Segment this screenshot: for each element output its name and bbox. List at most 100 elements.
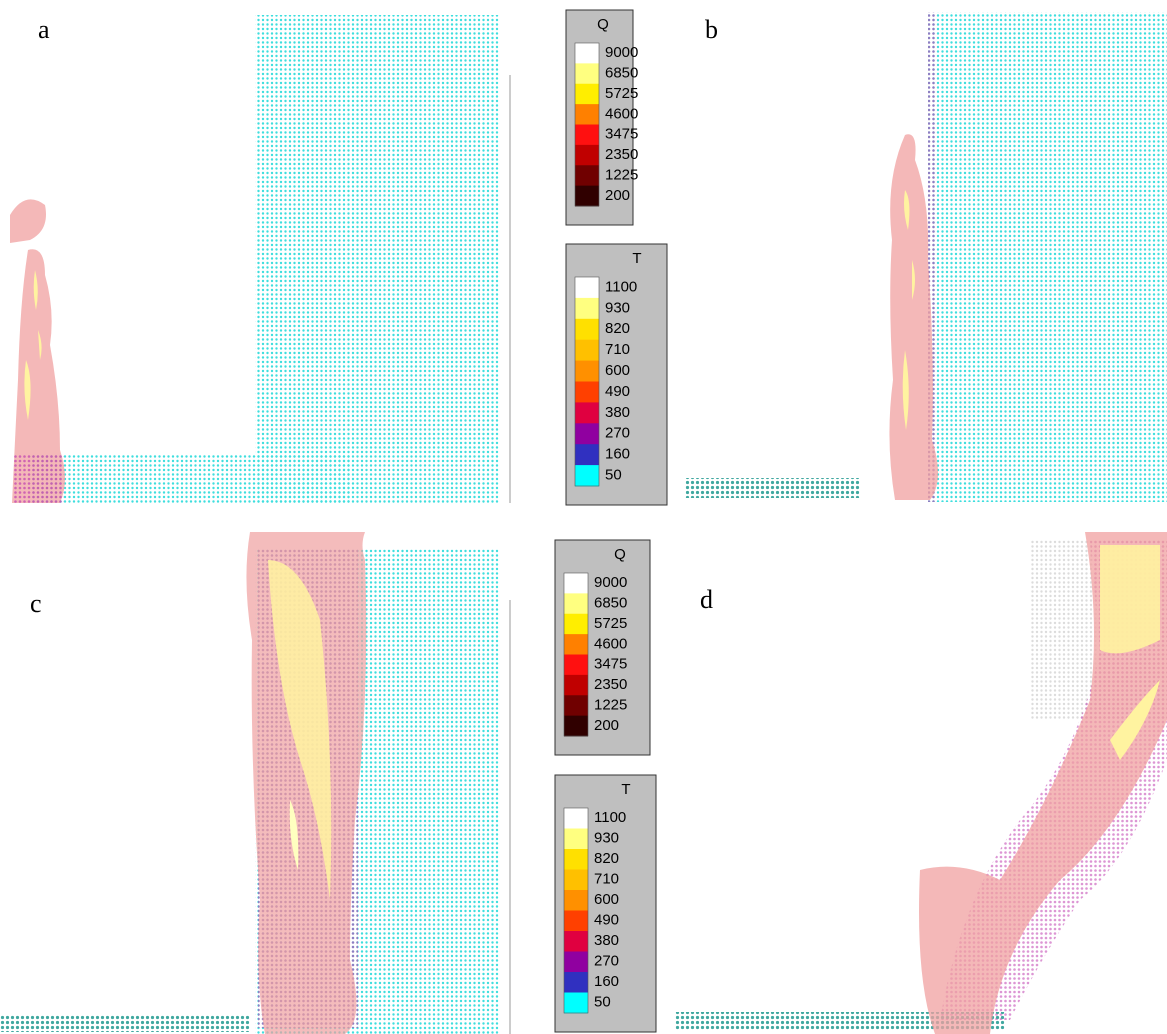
legend-swatch (575, 63, 599, 85)
legend-label: 380 (605, 404, 630, 421)
legend-title: Q (614, 546, 626, 563)
legend-label: 380 (594, 932, 619, 949)
particles (685, 478, 860, 498)
legend-label: 6850 (594, 595, 627, 612)
legend-swatch (575, 83, 599, 105)
legend-label: 600 (605, 362, 630, 379)
hot-zone (289, 800, 299, 870)
legend-label: 6850 (605, 65, 638, 82)
legend-swatch (575, 339, 599, 362)
legend-swatch (575, 277, 599, 299)
legend-swatch (564, 808, 588, 829)
legend-label: 710 (605, 341, 630, 358)
hot-zone (24, 270, 42, 420)
legend-label: 2350 (594, 676, 627, 693)
legend-label: 9000 (605, 44, 638, 61)
legend-swatch (564, 931, 588, 952)
particles (30, 455, 350, 503)
legend-label: 9000 (594, 574, 627, 591)
flame (919, 532, 1167, 1034)
legend-label: 710 (594, 871, 619, 888)
legend-label: 490 (594, 912, 619, 929)
legend-label: 160 (594, 973, 619, 990)
particles (255, 15, 500, 503)
flame (889, 134, 939, 501)
legend-swatch (564, 972, 588, 993)
hot-zone (1100, 545, 1160, 654)
flame (10, 199, 46, 243)
legend-label: 5725 (605, 85, 638, 102)
legend-label: 200 (594, 717, 619, 734)
panel-a (10, 15, 511, 503)
legend-swatch (575, 423, 599, 445)
legend-title: T (621, 781, 630, 798)
legend-swatch (564, 674, 588, 696)
legend-swatch (564, 828, 588, 850)
legend-swatch (564, 573, 588, 594)
legend-swatch (575, 144, 599, 166)
legend-label: 1225 (605, 166, 638, 183)
hot-zone (1110, 680, 1160, 760)
legend-label: 5725 (594, 615, 627, 632)
legend-label: 930 (594, 830, 619, 847)
legend-label: 3475 (594, 656, 627, 673)
legend-label: 820 (594, 850, 619, 867)
legend-swatch (575, 104, 599, 125)
panel-d (675, 532, 1167, 1034)
legend-swatch (564, 869, 588, 891)
legend-swatch (575, 444, 599, 466)
legend-swatch (575, 318, 599, 341)
legend-swatch (564, 695, 588, 717)
particles (0, 1015, 250, 1032)
legend-swatch (564, 634, 588, 655)
panel-label: b (705, 15, 718, 44)
legend-swatch (564, 654, 588, 676)
legend-swatch (575, 465, 599, 487)
panel-label: a (38, 15, 50, 44)
legend-bar-outline (574, 42, 600, 207)
panel-label: d (700, 585, 713, 614)
legend-label: 930 (605, 299, 630, 316)
particles (675, 1012, 1005, 1030)
legend-label: 1225 (594, 696, 627, 713)
legend-label: 490 (605, 383, 630, 400)
legend-label: 160 (605, 446, 630, 463)
legend-label: 200 (605, 187, 630, 204)
legend-swatch (575, 185, 599, 207)
legend-swatch (564, 715, 588, 737)
particles (928, 12, 936, 502)
particles (928, 12, 1167, 502)
legend-swatch (564, 890, 588, 911)
legend-label: 50 (605, 467, 622, 484)
legend-label: 50 (594, 994, 611, 1011)
legend-swatch (575, 360, 599, 382)
legend-bar-outline (563, 807, 589, 1014)
legend-bar-outline (574, 276, 600, 487)
legend-swatch (564, 992, 588, 1014)
legend-title: T (632, 250, 641, 267)
legend-label: 270 (605, 425, 630, 442)
legend-label: 3475 (605, 126, 638, 143)
legend-swatch (575, 165, 599, 187)
legend-label: 1100 (594, 809, 626, 826)
legend-swatch (564, 951, 588, 973)
legend-swatch (575, 381, 599, 403)
legend-label: 820 (605, 320, 630, 337)
panel-label: c (30, 589, 42, 618)
legend-swatch (564, 910, 588, 932)
legend-bar-outline (563, 572, 589, 737)
legend-swatch (575, 297, 599, 320)
flame (12, 249, 65, 503)
legend-swatch (564, 593, 588, 615)
legend-swatch (564, 613, 588, 635)
panel-b (685, 12, 1167, 502)
hot-zone (268, 560, 332, 900)
legend-label: 1100 (605, 278, 637, 295)
legend-label: 270 (594, 953, 619, 970)
legend-swatch (575, 124, 599, 146)
legend-swatch (564, 849, 588, 870)
legend-label: 2350 (605, 146, 638, 163)
legend-label: 600 (594, 891, 619, 908)
legend-title: Q (597, 16, 609, 33)
